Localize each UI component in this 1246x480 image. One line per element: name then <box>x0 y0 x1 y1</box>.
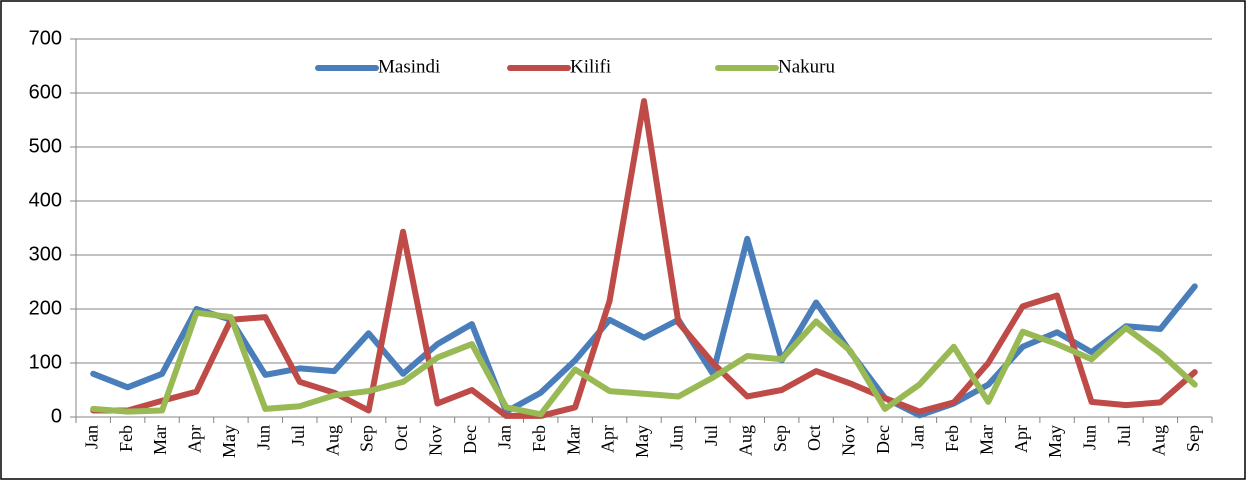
y-tick-label: 400 <box>29 189 62 211</box>
x-tick-label: Jul <box>288 425 308 446</box>
x-tick-label: Sep <box>770 425 790 452</box>
x-tick-label: May <box>219 425 239 458</box>
y-tick-label: 600 <box>29 81 62 103</box>
x-tick-label: Feb <box>116 425 136 452</box>
x-tick-label: Nov <box>426 425 446 456</box>
x-tick-label: Apr <box>185 425 205 453</box>
x-tick-label: Jun <box>667 425 687 450</box>
x-tick-label: Jun <box>253 425 273 450</box>
x-tick-label: Feb <box>942 425 962 452</box>
x-tick-label: Mar <box>150 425 170 455</box>
x-tick-label: Nov <box>839 425 859 456</box>
x-tick-label: Sep <box>1183 425 1203 452</box>
x-tick-label: Aug <box>1148 425 1168 456</box>
y-tick-label: 0 <box>51 405 62 427</box>
x-tick-label: Jun <box>1080 425 1100 450</box>
series-line <box>90 309 1198 418</box>
x-tick-label: Oct <box>804 425 824 451</box>
y-tick-label: 100 <box>29 351 62 373</box>
x-tick-label: Mar <box>563 425 583 455</box>
x-tick-label: May <box>1045 425 1065 458</box>
y-tick-label: 300 <box>29 243 62 265</box>
y-tick-label: 500 <box>29 135 62 157</box>
y-tick-label: 700 <box>29 27 62 49</box>
legend-label: Kilifi <box>570 56 611 77</box>
x-tick-label: Jan <box>494 425 514 449</box>
x-tick-label: Aug <box>322 425 342 456</box>
x-tick-label: Sep <box>357 425 377 452</box>
x-tick-label: Dec <box>460 425 480 454</box>
x-tick-label: Jul <box>701 425 721 446</box>
x-tick-label: May <box>632 425 652 458</box>
y-tick-label: 200 <box>29 297 62 319</box>
x-tick-label: Jul <box>1114 425 1134 446</box>
x-tick-label: Aug <box>735 425 755 456</box>
x-tick-label: Mar <box>976 425 996 455</box>
series-line <box>90 98 1198 419</box>
legend-label: Nakuru <box>778 56 835 77</box>
x-tick-label: Dec <box>873 425 893 454</box>
legend-label: Masindi <box>378 56 440 77</box>
x-tick-label: Oct <box>391 425 411 451</box>
x-tick-label: Apr <box>1011 425 1031 453</box>
x-tick-label: Feb <box>529 425 549 452</box>
x-tick-label: Jan <box>81 425 101 449</box>
x-tick-label: Apr <box>598 425 618 453</box>
x-tick-label: Jan <box>908 425 928 449</box>
